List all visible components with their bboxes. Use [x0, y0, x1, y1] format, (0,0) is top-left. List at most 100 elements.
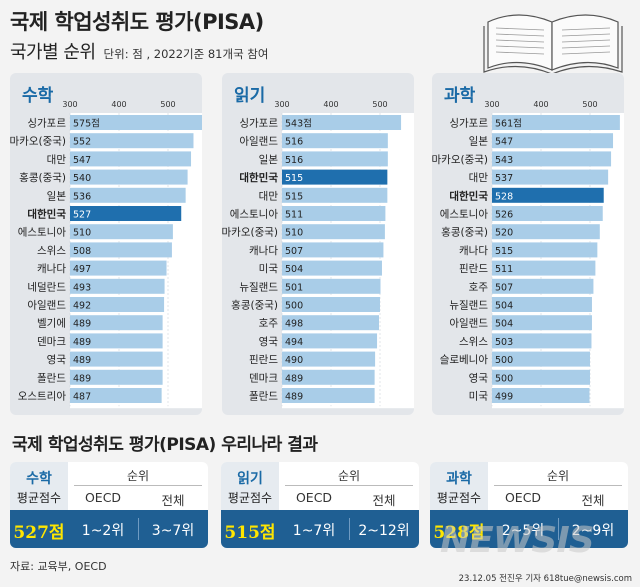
data-label: 520 [495, 228, 513, 239]
data-label: 489 [73, 355, 91, 366]
bar [492, 169, 609, 185]
book-icon [483, 14, 623, 75]
bar [492, 242, 598, 258]
category-label: 홍콩(중국) [441, 226, 488, 239]
data-label: 504 [285, 264, 303, 275]
summary-subject: 수학 [26, 471, 52, 487]
reading-summary-box: 읽기 평균점수 순위 OECD 전체 515점 1~7위 2~12위 [221, 462, 419, 552]
category-label: 에스토니아 [18, 227, 67, 239]
data-label: 528 [495, 191, 513, 202]
bar [282, 315, 380, 331]
category-label: 폴란드 [249, 391, 278, 403]
category-label: 홍콩(중국) [231, 299, 278, 312]
divider [138, 518, 139, 540]
bar [282, 169, 388, 185]
bar [282, 260, 382, 276]
data-label: 526 [495, 210, 513, 221]
summary-avg-label: 평균점수 [436, 491, 482, 505]
category-label: 아일랜드 [239, 135, 278, 148]
data-label: 489 [73, 319, 91, 330]
category-label: 핀란드 [249, 354, 278, 366]
main-title: 국제 학업성취도 평가(PISA) [10, 10, 264, 34]
data-label: 561점 [495, 118, 522, 130]
bar [70, 369, 163, 385]
data-label: 516 [285, 137, 303, 148]
tick-label: 300 [62, 100, 77, 109]
data-label: 540 [73, 173, 91, 184]
summary-rank-label: 순위 [337, 469, 361, 483]
summary-score: 527점 [13, 523, 65, 543]
summary-avg-label: 평균점수 [227, 491, 273, 505]
data-label: 516 [285, 155, 303, 166]
summary-score: 515점 [224, 523, 276, 543]
bar [492, 388, 590, 403]
data-label: 510 [285, 228, 303, 239]
summary-col-total: 전체 [161, 493, 185, 508]
category-label: 슬로베니아 [440, 354, 489, 366]
category-label: 일본 [259, 153, 279, 166]
category-label: 영국 [259, 336, 279, 348]
source-note: 자료: 교육부, OECD [10, 560, 107, 573]
summary-oecd-rank: 2~5위 [501, 523, 545, 539]
bar [282, 115, 402, 130]
data-label: 494 [285, 337, 303, 348]
data-label: 547 [495, 137, 513, 148]
summary-col-oecd: OECD [84, 490, 122, 505]
unit-note: 단위: 점 , 2022기준 81개국 참여 [103, 47, 269, 61]
bar [282, 369, 375, 385]
divider [558, 518, 559, 540]
bar [492, 115, 620, 130]
data-label: 575점 [73, 118, 100, 130]
math-summary-box: 수학 평균점수 순위 OECD 전체 527점 1~2위 3~7위 [10, 462, 208, 552]
bar [492, 260, 596, 276]
summary-subject: 읽기 [237, 471, 263, 487]
category-label: 싱가포르 [239, 118, 278, 130]
bar [282, 206, 386, 221]
category-label: 캐나다 [37, 263, 66, 275]
data-label: 511 [285, 210, 303, 221]
tick-label: 300 [274, 100, 289, 109]
category-label: 핀란드 [459, 263, 488, 275]
category-label: 뉴질랜드 [449, 300, 488, 312]
category-label: 대만 [259, 190, 279, 202]
subtitle: 국가별 순위 [10, 42, 96, 63]
bar [492, 151, 612, 167]
category-label: 영국 [469, 372, 489, 384]
data-label: 515 [285, 191, 303, 202]
summary-col-total: 전체 [372, 493, 396, 508]
category-label: 에스토니아 [440, 209, 489, 221]
data-label: 510 [73, 228, 91, 239]
divider [494, 485, 622, 486]
tick-label: 300 [484, 100, 499, 109]
bar [70, 206, 182, 221]
bar [282, 151, 388, 167]
category-label: 대만 [469, 172, 489, 184]
data-label: 537 [495, 173, 513, 184]
bar [282, 133, 388, 149]
bar [70, 151, 192, 167]
bar [70, 169, 188, 185]
bar [70, 388, 162, 403]
bar [492, 297, 592, 312]
data-label: 489 [73, 337, 91, 348]
bar [492, 206, 603, 221]
tick-label: 500 [160, 100, 175, 109]
data-label: 500 [285, 301, 303, 312]
summary-oecd-rank: 1~7위 [292, 523, 336, 539]
data-label: 487 [73, 392, 91, 403]
bar [282, 297, 380, 312]
category-label: 대한민국 [449, 189, 488, 202]
summary-oecd-rank: 1~2위 [81, 523, 125, 539]
subtitle-row: 국가별 순위 단위: 점 , 2022기준 81개국 참여 [10, 38, 268, 64]
category-label: 대만 [47, 154, 67, 166]
category-label: 마카오(중국) [10, 136, 66, 148]
data-label: 504 [495, 319, 513, 330]
data-label: 515 [495, 246, 513, 257]
summary-title: 국제 학업성취도 평가(PISA) 우리나라 결과 [12, 435, 318, 455]
bar [282, 242, 384, 258]
summary-col-total: 전체 [581, 493, 605, 508]
divider [285, 485, 413, 486]
data-label: 508 [73, 246, 91, 257]
